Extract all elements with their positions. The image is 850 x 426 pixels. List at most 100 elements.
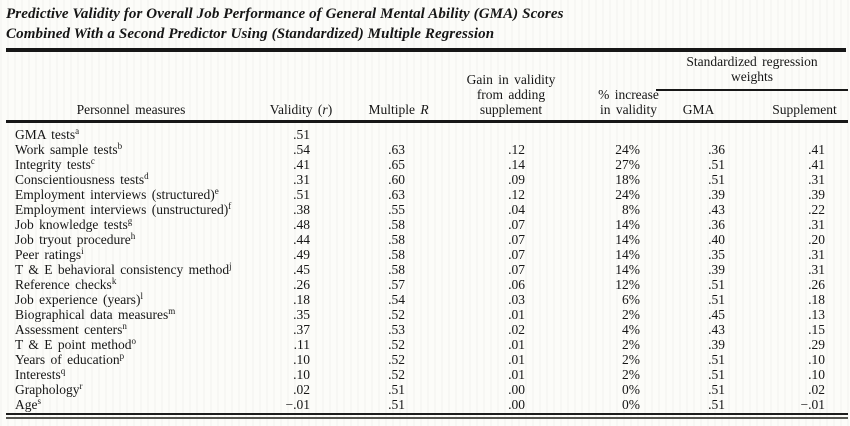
supplement-weight-value: .31 bbox=[808, 247, 825, 262]
table-row: Job tryout procedureh .44 .58 .07 14% .40 .20 bbox=[6, 231, 848, 248]
pct-increase-value: 0% bbox=[622, 382, 640, 397]
column-header-multiple-r: Multiple R bbox=[326, 54, 428, 122]
pct-increase-value: 14% bbox=[615, 247, 640, 262]
table-row: Interestsq .10 .52 .01 2% .51 .10 bbox=[6, 366, 848, 383]
measure-label: Integrity testsc bbox=[15, 156, 95, 173]
gain-value: .07 bbox=[508, 232, 525, 247]
multiple-r-value: .60 bbox=[388, 172, 405, 187]
gma-weight-value: .51 bbox=[708, 157, 725, 172]
pct-increase-value: 14% bbox=[615, 217, 640, 232]
measure-label: Biographical data measuresm bbox=[15, 306, 176, 323]
table-row: Assessment centersn .37 .53 .02 4% .43 .15 bbox=[6, 321, 848, 338]
multiple-r-value: .63 bbox=[388, 142, 405, 157]
pct-increase-value bbox=[541, 120, 656, 142]
pct-increase-value: 18% bbox=[615, 172, 640, 187]
pct-increase-value: 2% bbox=[622, 352, 640, 367]
multiple-r-value bbox=[326, 120, 421, 142]
gain-value: .07 bbox=[508, 217, 525, 232]
supplement-weight-value bbox=[741, 120, 848, 142]
gma-label: GMA bbox=[682, 102, 715, 117]
supplement-weight-value: .13 bbox=[808, 307, 825, 322]
gma-weight-value: .36 bbox=[708, 217, 725, 232]
gain-value: .12 bbox=[508, 187, 525, 202]
validity-value: .45 bbox=[293, 262, 310, 277]
gain-value: .00 bbox=[508, 382, 525, 397]
footnote-marker: b bbox=[117, 141, 123, 151]
gma-weight-value: .35 bbox=[708, 247, 725, 262]
multiple-r-value: .57 bbox=[388, 277, 405, 292]
column-header-supplement-weight: Supplement bbox=[741, 90, 848, 122]
multiple-r-value: .58 bbox=[388, 247, 405, 262]
gma-weight-value: .39 bbox=[708, 187, 725, 202]
supplement-weight-value: .41 bbox=[808, 142, 825, 157]
measure-label: T & E behavioral consistency methodj bbox=[15, 261, 232, 278]
validity-value: .49 bbox=[293, 247, 310, 262]
measure-label: Reference checksk bbox=[15, 276, 117, 293]
pct-increase-value: 0% bbox=[622, 397, 640, 412]
measure-label: Graphologyr bbox=[15, 381, 83, 398]
table-row: Conscientiousness testsd .31 .60 .09 18% .51.… bbox=[6, 171, 848, 188]
supplement-weight-value: .31 bbox=[808, 262, 825, 277]
multiple-r-value: .51 bbox=[388, 397, 405, 412]
gma-weight-value: .51 bbox=[708, 367, 725, 382]
validity-value: −.01 bbox=[285, 397, 311, 412]
gma-weight-value: .39 bbox=[708, 337, 725, 352]
column-header-personnel-measures: Personnel measures bbox=[6, 54, 256, 122]
standardized-regression-weights-label: Standardized regression weights bbox=[686, 54, 818, 84]
multiple-r-value: .58 bbox=[388, 232, 405, 247]
validity-value: .18 bbox=[293, 292, 310, 307]
pct-increase-value: 24% bbox=[615, 187, 640, 202]
measure-label: Assessment centersn bbox=[15, 321, 127, 338]
multiple-r-value: .52 bbox=[388, 307, 405, 322]
multiple-r-value: .58 bbox=[388, 262, 405, 277]
gain-value: .00 bbox=[508, 397, 525, 412]
supplement-weight-value: .26 bbox=[808, 277, 825, 292]
footnote-marker: q bbox=[60, 366, 66, 376]
pct-increase-label: % increase in validity bbox=[598, 87, 659, 117]
footnote-marker: c bbox=[90, 156, 95, 166]
table-row: T & E behavioral consistency methodj .45.… bbox=[6, 261, 848, 278]
footnote-marker: l bbox=[140, 291, 143, 301]
gain-value: .01 bbox=[508, 307, 525, 322]
validity-value: .26 bbox=[293, 277, 310, 292]
gma-weight-value: .51 bbox=[708, 352, 725, 367]
measure-label: Job knowledge testsg bbox=[15, 216, 133, 233]
gma-weight-value: .45 bbox=[708, 307, 725, 322]
footnote-marker: e bbox=[214, 186, 219, 196]
supplement-weight-value: .15 bbox=[808, 322, 825, 337]
table-row: Ages −.01 .51 .00 0% .51 −.01 bbox=[6, 397, 848, 413]
table-row: Years of educationp .10 .52 .01 2% .51 .10 bbox=[6, 352, 848, 368]
footnote-marker: f bbox=[228, 201, 232, 211]
gain-value: .09 bbox=[508, 172, 525, 187]
pct-increase-value: 8% bbox=[622, 202, 640, 217]
personnel-measures-label: Personnel measures bbox=[76, 102, 186, 117]
footnote-marker: h bbox=[130, 231, 136, 241]
column-group-standardized-regression-weights: Standardized regression weights bbox=[656, 54, 848, 91]
multiple-r-value: .55 bbox=[388, 202, 405, 217]
validity-value: .51 bbox=[256, 120, 326, 142]
supplement-weight-value: .02 bbox=[808, 382, 825, 397]
measure-label: Job tryout procedureh bbox=[15, 231, 136, 248]
gma-weight-value bbox=[656, 120, 741, 142]
multiple-r-value: .53 bbox=[388, 322, 405, 337]
gain-value: .06 bbox=[508, 277, 525, 292]
measure-label: Conscientiousness testsd bbox=[15, 171, 149, 188]
table-row: GMA testsa .51 bbox=[6, 120, 848, 142]
supplement-weight-value: .31 bbox=[808, 172, 825, 187]
supplement-label: Supplement bbox=[772, 102, 837, 117]
pct-increase-value: 27% bbox=[615, 157, 640, 172]
measure-label: GMA testsa bbox=[6, 120, 256, 142]
gma-weight-value: .43 bbox=[708, 202, 725, 217]
gma-weight-value: .36 bbox=[708, 142, 725, 157]
gma-weight-value: .51 bbox=[708, 277, 725, 292]
validity-label: Validity (r) bbox=[269, 102, 333, 117]
table-row: Reference checksk .26 .57 .06 12% .51 .26 bbox=[6, 276, 848, 293]
validity-value: .35 bbox=[293, 307, 310, 322]
table-title-line1: Predictive Validity for Overall Job Perf… bbox=[6, 6, 564, 22]
pct-increase-value: 14% bbox=[615, 262, 640, 277]
pct-increase-value: 2% bbox=[622, 307, 640, 322]
table-row: Job experience (years)l .18 .54 .03 6% .51 .18 bbox=[6, 291, 848, 308]
spanner-row: Personnel measures Validity (r) Multiple… bbox=[6, 54, 848, 117]
pct-increase-value: 24% bbox=[615, 142, 640, 157]
gain-value: .02 bbox=[508, 322, 525, 337]
